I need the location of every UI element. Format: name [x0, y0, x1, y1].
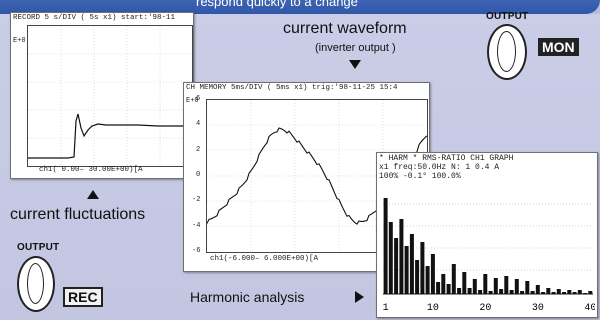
header-text: respond quickly to a change: [196, 0, 358, 9]
memory-footer: ch1(-6.000– 6.000E+00)[A: [210, 255, 319, 263]
harmonic-bar: [383, 198, 388, 294]
harmonic-bar: [436, 282, 441, 294]
output-label-top: OUTPUT: [486, 11, 529, 22]
harmonic-bar: [572, 292, 577, 294]
memory-header: CH MEMORY 5ms/DIV ( 5ms x1) trig:'98-11-…: [186, 84, 398, 92]
harmonic-bar: [546, 288, 551, 294]
harmonic-row2: x1 freq:50.0Hz N: 1 0.4 A: [379, 163, 500, 172]
harmonic-bar: [535, 285, 540, 294]
output-knob-bottom-inner: [27, 263, 44, 304]
memory-ytick: -6: [192, 247, 201, 255]
memory-ytick: -4: [192, 221, 201, 230]
harmonic-bar: [541, 292, 546, 294]
harmonic-arrow: [355, 291, 364, 303]
memory-ytick: -2: [192, 196, 201, 205]
memory-ylabel: E+0: [186, 97, 199, 105]
waveform-arrow: [349, 60, 361, 69]
harmonic-bar: [483, 274, 488, 294]
waveform-title: current waveform: [283, 20, 407, 37]
harmonic-xtick: 1: [383, 303, 389, 314]
harmonic-bar: [588, 291, 593, 294]
record-footer: ch1( 0.00– 30.00E+00)[A: [39, 166, 143, 174]
harmonic-bar: [472, 279, 477, 294]
harmonic-bar: [567, 290, 572, 294]
harmonic-bar: [583, 293, 588, 294]
header-bar: respond quickly to a change: [0, 0, 600, 14]
harmonic-bar: [399, 219, 404, 294]
rec-button[interactable]: REC: [63, 287, 103, 307]
harmonic-bar: [404, 246, 409, 294]
harmonic-bar: [415, 260, 420, 294]
harmonic-bar: [409, 234, 414, 294]
output-label-bottom: OUTPUT: [17, 242, 60, 253]
harmonic-bar: [509, 290, 514, 294]
harmonic-row1: * HARM * RMS-RATIO CH1 GRAPH: [379, 154, 514, 163]
harmonic-bar: [441, 274, 446, 294]
harmonic-bar: [562, 292, 567, 294]
harmonic-row3: 100% -0.1° 100.0%: [379, 172, 461, 181]
fluctuations-label: current fluctuations: [10, 206, 146, 223]
mon-button[interactable]: MON: [538, 38, 579, 56]
fluctuations-arrow: [87, 190, 99, 199]
harmonic-bar: [457, 288, 462, 294]
harmonic-bar: [504, 276, 509, 294]
harmonic-bar: [514, 279, 519, 294]
harmonic-bar: [420, 242, 425, 294]
harmonic-bar: [499, 289, 504, 294]
harmonic-bar-chart: 1 10 20 30 40: [383, 198, 595, 314]
record-ylabel: E+0: [13, 37, 26, 45]
harmonic-bar: [446, 284, 451, 294]
record-trace: [28, 26, 192, 166]
harmonic-xtick: 20: [479, 303, 491, 314]
harmonic-bar: [551, 292, 556, 294]
harmonic-bar: [394, 238, 399, 294]
harmonic-xtick: 10: [427, 303, 439, 314]
memory-ytick: 0: [196, 171, 201, 179]
record-screenshot: RECORD 5 s/DIV ( 5s x1) start:'98-11 E+0…: [10, 12, 194, 179]
harmonic-bar: [493, 278, 498, 294]
harmonic-bar: [462, 272, 467, 294]
harmonic-bar: [430, 254, 435, 294]
output-knob-top[interactable]: [487, 24, 527, 80]
harmonic-bar: [520, 291, 525, 294]
harmonic-screenshot: * HARM * RMS-RATIO CH1 GRAPH x1 freq:50.…: [376, 152, 598, 318]
harmonic-bar: [467, 288, 472, 294]
harmonic-label: Harmonic analysis: [190, 289, 305, 305]
memory-ytick: 4: [196, 120, 201, 129]
harmonic-bar: [556, 289, 561, 294]
harmonic-xtick: 40: [584, 303, 595, 314]
harmonic-bar: [388, 222, 393, 294]
harmonic-xtick: 30: [532, 303, 544, 314]
record-header: RECORD 5 s/DIV ( 5s x1) start:'98-11: [13, 14, 176, 22]
memory-ytick: 6: [196, 95, 201, 103]
harmonic-bar: [425, 266, 430, 294]
waveform-subtitle: (inverter output ): [315, 42, 396, 54]
output-knob-bottom[interactable]: [17, 256, 55, 312]
memory-ytick: 2: [196, 145, 201, 154]
harmonic-bar: [577, 290, 582, 294]
harmonic-bar: [488, 291, 493, 294]
harmonic-bar: [530, 291, 535, 294]
harmonic-bar: [525, 281, 530, 294]
record-grid: [27, 25, 193, 167]
output-knob-top-inner: [497, 31, 516, 72]
harmonic-bar: [451, 264, 456, 294]
harmonic-bar: [478, 290, 483, 294]
